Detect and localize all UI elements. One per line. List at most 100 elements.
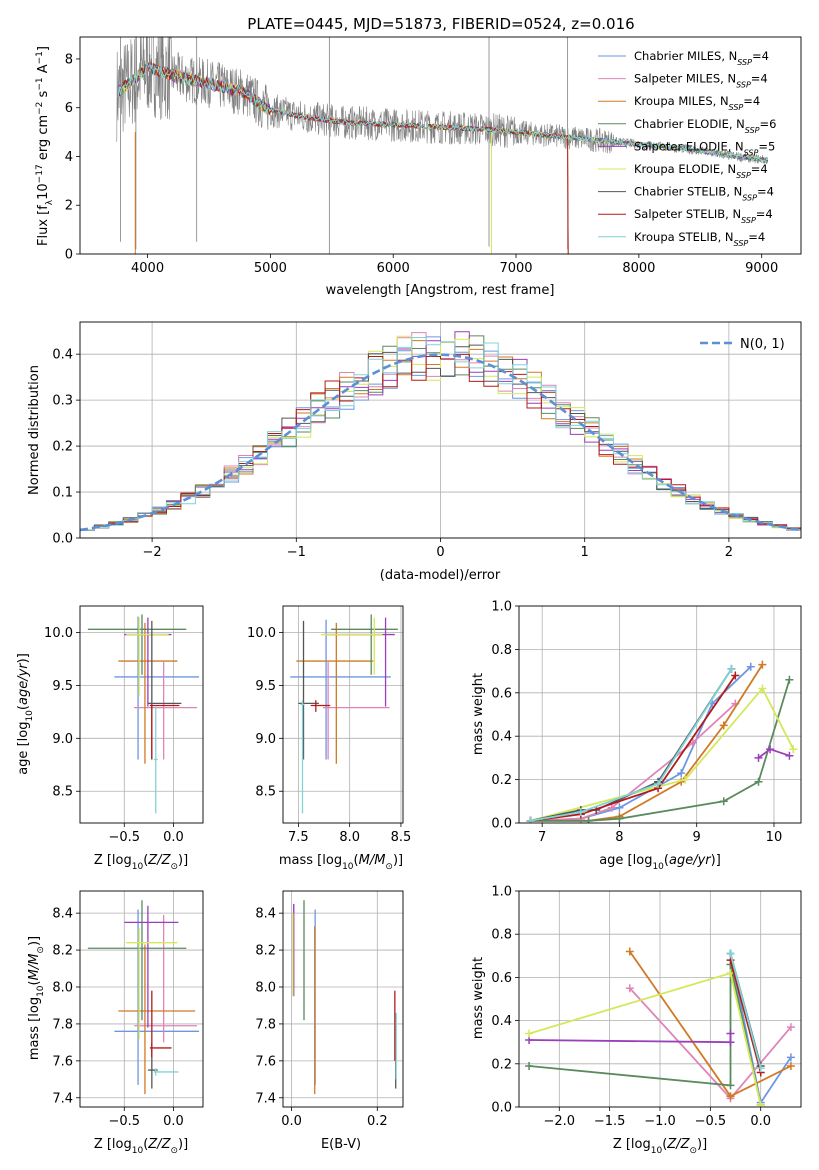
gaussian-curve: [80, 353, 801, 532]
x-tick-label: −2: [143, 545, 162, 560]
label-part: mass [log: [27, 997, 42, 1060]
legend-tail: =4: [743, 94, 760, 108]
legend-name: Salpeter ELODIE, N: [634, 139, 744, 153]
legend-sub: SSP: [745, 125, 760, 134]
label-part: )]: [27, 936, 42, 946]
legend-label: Chabrier ELODIE, NSSP=6: [634, 117, 776, 135]
label-part: )]: [697, 1137, 707, 1152]
y-tick-label: 0.2: [52, 440, 73, 455]
label-part: age [log: [599, 853, 652, 868]
gaussian-legend-label: N(0, 1): [740, 337, 785, 352]
x-tick-label: −1.5: [594, 1114, 626, 1129]
spectrum-plot-area: [116, 37, 769, 254]
x-tick-label: 0: [436, 545, 444, 560]
x-tick-label: 8.0: [339, 830, 360, 845]
x-tick-label: −0.5: [108, 1114, 140, 1129]
x-tick-label: 0.0: [163, 830, 184, 845]
y-tick-label: 8: [65, 52, 73, 67]
label-part: erg cm: [36, 115, 51, 164]
weight-point-marker: [677, 769, 686, 778]
weight_vs_age-plot-area: [519, 606, 801, 823]
x-tick-label: 4000: [131, 261, 164, 276]
weight-vs-Z-ylabel: mass weight: [471, 957, 486, 1039]
label-part: ⊙: [385, 862, 393, 872]
x-tick-label: 1: [581, 545, 589, 560]
mass-vs-Z-ylabel: mass [log10(M/M⊙)]: [27, 936, 46, 1060]
y-tick-label: 10.0: [247, 626, 276, 641]
label-part: −2: [35, 102, 45, 115]
axes-frame: [79, 321, 802, 539]
age-vs-mass-xlabel: mass [log10(M/M⊙)]: [279, 853, 403, 872]
x-tick-label: 7000: [499, 261, 532, 276]
weight-point-marker: [625, 984, 634, 993]
y-tick-label: 7.4: [52, 1091, 73, 1106]
spectrum-model-line: [117, 62, 769, 163]
axes-frame: [79, 36, 802, 255]
weight-vs-Z-xlabel: Z [log10(Z/Z⊙)]: [613, 1137, 707, 1156]
y-tick-label: 2: [65, 199, 73, 214]
y-tick-label: 7.6: [52, 1054, 73, 1069]
y-tick-label: 8.0: [255, 981, 276, 996]
legend-name: Kroupa STELIB, N: [634, 230, 734, 244]
axes-frame: [79, 890, 204, 1108]
legend-name: Kroupa ELODIE, N: [634, 162, 736, 176]
figure-title: PLATE=0445, MJD=51873, FIBERID=0524, z=0…: [247, 15, 634, 33]
weight_vs_Z-plot-area: [519, 891, 801, 1107]
label-part: Z/Z: [147, 1137, 171, 1152]
age_vs_mass-plot-area: [283, 606, 403, 823]
label-part: −1: [35, 77, 45, 90]
weight_vs_Z-panel: −2.0 −1.5 −1.0 −0.5 0.0 0.0 0.2 0.4 0.6 0.8 1.0 Z […: [471, 885, 802, 1156]
axes-frame: [282, 890, 404, 1108]
weight-point-marker: [607, 803, 616, 812]
label-part: 10: [36, 985, 46, 997]
legend-label: Kroupa STELIB, NSSP=4: [634, 230, 765, 248]
label-part: 10: [36, 183, 51, 200]
weight-point-marker: [754, 753, 763, 762]
label-part: 10: [342, 862, 354, 872]
x-tick-label: −1.0: [644, 1114, 676, 1129]
y-tick-label: 8.4: [255, 907, 276, 922]
axes-frame: [282, 605, 404, 824]
y-tick-label: 7.4: [255, 1091, 276, 1106]
axes-frame: [79, 605, 204, 824]
label-part: (: [27, 980, 42, 985]
label-part: −17: [35, 164, 45, 183]
y-tick-label: 8.2: [52, 944, 73, 959]
x-tick-label: −2.0: [543, 1114, 575, 1129]
mass-vs-ebv-xlabel: E(B-V): [321, 1137, 361, 1152]
weight-point-marker: [726, 1029, 735, 1038]
spectrum-xlabel: wavelength [Angstrom, rest frame]: [326, 283, 555, 298]
label-part: )]: [178, 1137, 188, 1152]
legend-tail: =4: [751, 72, 768, 86]
legend-label: Salpeter MILES, NSSP=4: [634, 72, 768, 90]
weight-point-marker: [758, 684, 767, 693]
legend-sub: SSP: [736, 80, 751, 89]
y-tick-label: 9.0: [255, 732, 276, 747]
x-tick-label: 8.5: [391, 830, 412, 845]
weight-point-marker: [615, 814, 624, 823]
y-tick-label: 4: [65, 150, 73, 165]
weight-vs-age-xlabel: age [log10(age/yr)]: [599, 853, 721, 872]
y-tick-label: 0.0: [491, 1101, 512, 1116]
legend-name: Salpeter STELIB, N: [634, 207, 741, 221]
spectrum-panel: 4000 5000 6000 7000 8000 9000 0 2 4 6 8 Chabrier MI…: [35, 36, 802, 298]
label-part: ]: [36, 46, 51, 51]
weight-series-line: [729, 959, 762, 1073]
label-part: 10: [132, 862, 144, 872]
x-tick-label: 8: [615, 830, 623, 845]
label-part: )]: [178, 853, 188, 868]
y-tick-label: 9.0: [52, 732, 73, 747]
x-tick-label: 2: [725, 545, 733, 560]
y-tick-label: 6: [65, 101, 73, 116]
x-tick-label: 6000: [377, 261, 410, 276]
weight-vs-age-ylabel: mass weight: [471, 673, 486, 755]
label-part: 10: [25, 710, 35, 722]
label-part: Flux [f: [36, 205, 51, 246]
legend-sub: SSP: [737, 58, 752, 67]
label-part: Z [log: [94, 1137, 132, 1152]
label-part: M/M: [359, 853, 386, 868]
label-part: Z/Z: [147, 853, 171, 868]
legend-label: Salpeter ELODIE, NSSP=5: [634, 139, 775, 157]
